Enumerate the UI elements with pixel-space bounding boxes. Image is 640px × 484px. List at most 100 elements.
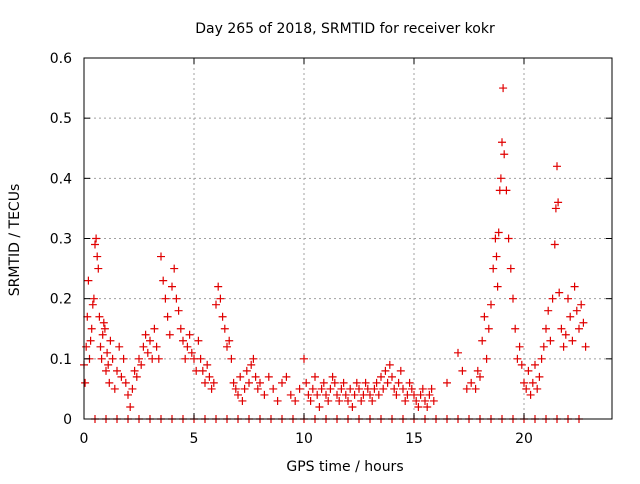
data-point bbox=[322, 390, 330, 399]
data-point bbox=[355, 384, 363, 393]
data-point bbox=[528, 378, 537, 387]
gridlines bbox=[84, 58, 612, 419]
data-point bbox=[520, 378, 528, 387]
data-point bbox=[260, 390, 269, 399]
data-point bbox=[492, 252, 501, 261]
data-point bbox=[443, 378, 451, 387]
data-point bbox=[412, 396, 421, 405]
data-point bbox=[416, 390, 425, 399]
data-point bbox=[418, 384, 427, 393]
data-point bbox=[121, 378, 130, 387]
data-point bbox=[291, 396, 300, 405]
data-point bbox=[102, 366, 110, 375]
data-point bbox=[256, 378, 264, 387]
data-point bbox=[559, 342, 568, 351]
data-point bbox=[139, 342, 148, 351]
data-point bbox=[511, 324, 520, 333]
data-point bbox=[407, 384, 416, 393]
data-point bbox=[104, 360, 113, 369]
data-point bbox=[83, 312, 92, 321]
data-point bbox=[308, 384, 317, 393]
data-point bbox=[572, 306, 581, 315]
data-point bbox=[467, 378, 476, 387]
data-point bbox=[295, 384, 304, 393]
data-point bbox=[482, 354, 491, 363]
data-point bbox=[205, 372, 214, 381]
data-point bbox=[537, 354, 546, 363]
data-point bbox=[242, 366, 251, 375]
data-point bbox=[548, 294, 557, 303]
data-point bbox=[302, 378, 311, 387]
data-point bbox=[238, 396, 247, 405]
data-point bbox=[214, 282, 223, 291]
data-point bbox=[568, 336, 577, 345]
data-point bbox=[484, 324, 493, 333]
data-point bbox=[522, 384, 531, 393]
series-SRMTID bbox=[80, 84, 590, 411]
data-point bbox=[339, 378, 348, 387]
data-point bbox=[245, 378, 253, 387]
data-point bbox=[203, 360, 212, 369]
data-point bbox=[194, 336, 203, 345]
data-point bbox=[152, 342, 161, 351]
data-point bbox=[502, 186, 511, 195]
data-point bbox=[570, 282, 579, 291]
data-point bbox=[581, 342, 590, 351]
data-point bbox=[81, 378, 90, 387]
data-point bbox=[557, 324, 566, 333]
data-point bbox=[86, 336, 95, 345]
data-point bbox=[357, 396, 366, 405]
data-point bbox=[113, 366, 121, 375]
data-point bbox=[341, 390, 350, 399]
data-point bbox=[509, 294, 517, 303]
data-point bbox=[326, 384, 335, 393]
data-point bbox=[366, 390, 374, 399]
data-point bbox=[506, 264, 515, 273]
data-point bbox=[141, 330, 150, 339]
data-point bbox=[496, 174, 505, 183]
data-point bbox=[515, 342, 524, 351]
data-point bbox=[236, 372, 245, 381]
data-point bbox=[91, 240, 99, 249]
data-point bbox=[374, 390, 383, 399]
data-point bbox=[348, 402, 357, 411]
data-point bbox=[282, 372, 291, 381]
y-tick-label: 0.6 bbox=[50, 51, 72, 67]
data-point bbox=[88, 300, 97, 309]
data-point bbox=[117, 372, 126, 381]
data-point bbox=[154, 354, 163, 363]
data-point bbox=[100, 324, 109, 333]
data-point bbox=[368, 396, 377, 405]
data-point bbox=[330, 378, 339, 387]
data-point bbox=[575, 324, 583, 333]
data-point bbox=[333, 390, 341, 399]
data-point bbox=[176, 324, 185, 333]
data-point bbox=[381, 366, 390, 375]
data-point bbox=[480, 312, 489, 321]
data-point bbox=[249, 354, 258, 363]
data-point bbox=[550, 240, 559, 249]
data-point bbox=[300, 354, 308, 363]
data-point bbox=[231, 384, 240, 393]
data-point bbox=[150, 324, 159, 333]
data-point bbox=[87, 324, 96, 333]
x-tick-label: 0 bbox=[80, 431, 89, 447]
data-point bbox=[253, 384, 262, 393]
data-point bbox=[251, 372, 260, 381]
data-point bbox=[401, 396, 410, 405]
x-axis-title: GPS time / hours bbox=[286, 459, 403, 475]
data-point bbox=[500, 150, 509, 159]
data-point bbox=[517, 360, 526, 369]
data-point bbox=[115, 342, 124, 351]
data-point bbox=[137, 360, 146, 369]
data-point bbox=[421, 396, 429, 405]
data-point bbox=[126, 402, 135, 411]
data-point bbox=[306, 396, 315, 405]
data-point bbox=[533, 384, 542, 393]
data-point bbox=[95, 312, 104, 321]
data-point bbox=[491, 234, 500, 243]
data-point bbox=[92, 234, 101, 243]
data-point bbox=[377, 372, 385, 381]
data-point bbox=[179, 336, 187, 345]
data-point bbox=[553, 162, 561, 171]
